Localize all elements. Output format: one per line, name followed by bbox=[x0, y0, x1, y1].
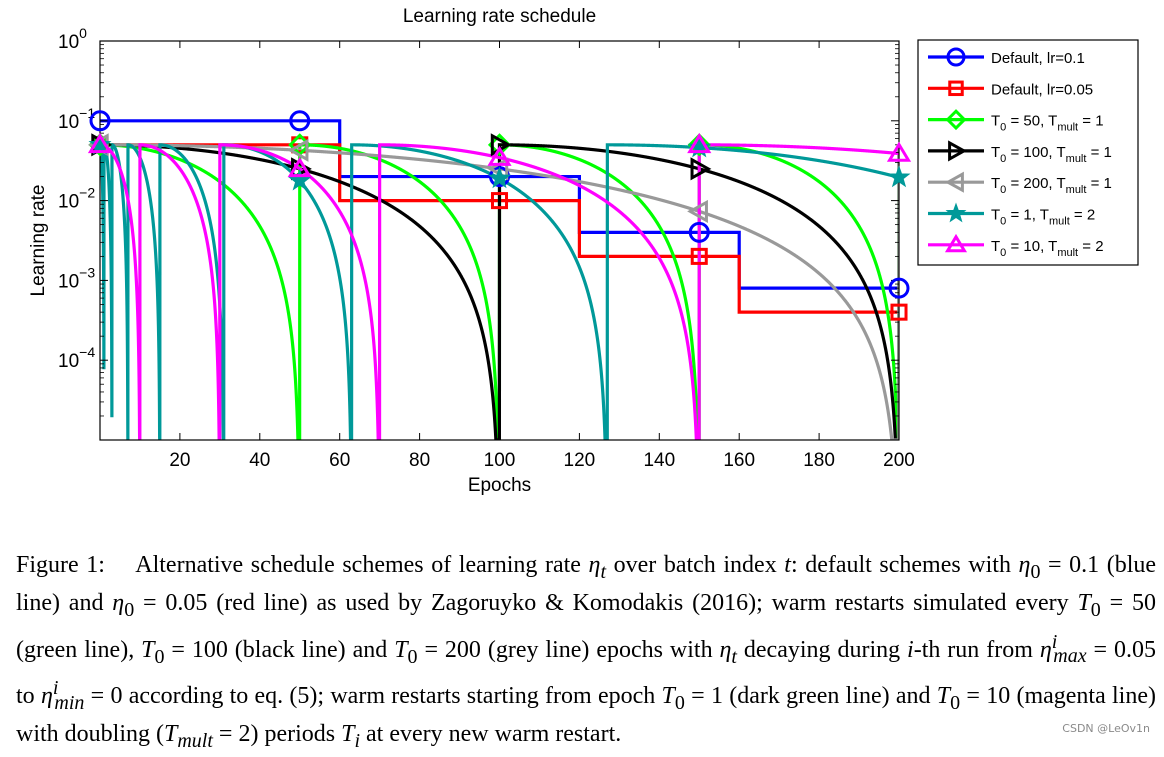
x-tick-label-1: 20 bbox=[169, 450, 190, 471]
legend-box bbox=[917, 39, 1139, 266]
series-6-marker-3 bbox=[487, 166, 512, 189]
series-3-marker-4 bbox=[687, 133, 711, 157]
legend-marker-3 bbox=[945, 109, 967, 131]
x-tick-label-3: 60 bbox=[329, 450, 350, 471]
series-1-marker-1 bbox=[89, 110, 111, 132]
watermark: CSDN @LeOv1n bbox=[1062, 722, 1150, 735]
series-1-marker-4 bbox=[688, 221, 710, 243]
legend-label-3: T0 = 50, Tmult = 1 bbox=[991, 113, 1104, 134]
series-6-marker-1 bbox=[88, 132, 112, 155]
markers-layer bbox=[87, 110, 912, 321]
legend-marker-6 bbox=[945, 202, 967, 223]
series-7-marker-2 bbox=[287, 156, 312, 178]
series-2-marker-4 bbox=[690, 247, 708, 265]
series-line-7 bbox=[100, 143, 899, 440]
series-2-marker-3 bbox=[490, 192, 509, 210]
series-4-marker-4 bbox=[690, 157, 712, 181]
x-tick-label-8: 160 bbox=[723, 450, 755, 471]
x-tick-label-4: 80 bbox=[409, 450, 430, 471]
y-tick-label-1: 100 bbox=[58, 25, 87, 53]
x-tick-label-7: 140 bbox=[643, 450, 675, 471]
legend-marker-2 bbox=[948, 80, 964, 97]
chart-title: Learning rate schedule bbox=[403, 6, 596, 27]
legend-marker-7 bbox=[944, 233, 968, 253]
series-1-marker-5 bbox=[888, 277, 910, 299]
x-tick-label-10: 200 bbox=[883, 450, 915, 471]
y-tick-label-4: 10−3 bbox=[58, 264, 95, 292]
series-6-marker-2 bbox=[288, 168, 312, 191]
x-tick-label-2: 40 bbox=[249, 450, 270, 471]
legend-marker-4 bbox=[948, 140, 968, 162]
legend-marker-1 bbox=[946, 47, 966, 67]
legend-label-5: T0 = 200, Tmult = 1 bbox=[991, 175, 1112, 196]
series-5-marker-2 bbox=[287, 138, 309, 162]
y-tick-label-2: 10−1 bbox=[58, 105, 95, 133]
series-6-marker-5 bbox=[887, 165, 911, 188]
x-tick-label-5: 100 bbox=[484, 450, 516, 471]
legend-label-1: Default, lr=0.1 bbox=[991, 50, 1085, 67]
legend-label-6: T0 = 1, Tmult = 2 bbox=[991, 207, 1095, 228]
y-axis-label: Learning rate bbox=[28, 185, 49, 297]
x-tick-label-6: 120 bbox=[564, 450, 596, 471]
series-7-marker-3 bbox=[487, 145, 512, 166]
series-1-marker-2 bbox=[289, 110, 311, 132]
series-line-4 bbox=[100, 143, 899, 440]
series-7-marker-5 bbox=[886, 141, 912, 162]
series-7-marker-4 bbox=[687, 132, 712, 154]
legend-label-2: Default, lr=0.05 bbox=[991, 81, 1093, 98]
series-2-marker-5 bbox=[890, 303, 908, 321]
legend-label-4: T0 = 100, Tmult = 1 bbox=[991, 144, 1112, 165]
series-7-marker-1 bbox=[87, 132, 113, 154]
y-tick-label-3: 10−2 bbox=[58, 185, 95, 213]
x-tick-label-9: 180 bbox=[803, 450, 835, 471]
legend-marker-5 bbox=[944, 171, 964, 193]
figure-caption: Figure 1: Alternative schedule schemes o… bbox=[16, 552, 1157, 752]
caption-label: Figure 1: bbox=[16, 552, 105, 578]
y-tick-label-5: 10−4 bbox=[58, 344, 95, 372]
x-axis-label: Epochs bbox=[468, 475, 531, 496]
learning-rate-chart: Learning rate schedule 20 40 60 80 100 120 140… bbox=[28, 6, 1139, 496]
legend-label-7: T0 = 10, Tmult = 2 bbox=[991, 238, 1104, 259]
series-5-marker-4 bbox=[687, 199, 708, 223]
